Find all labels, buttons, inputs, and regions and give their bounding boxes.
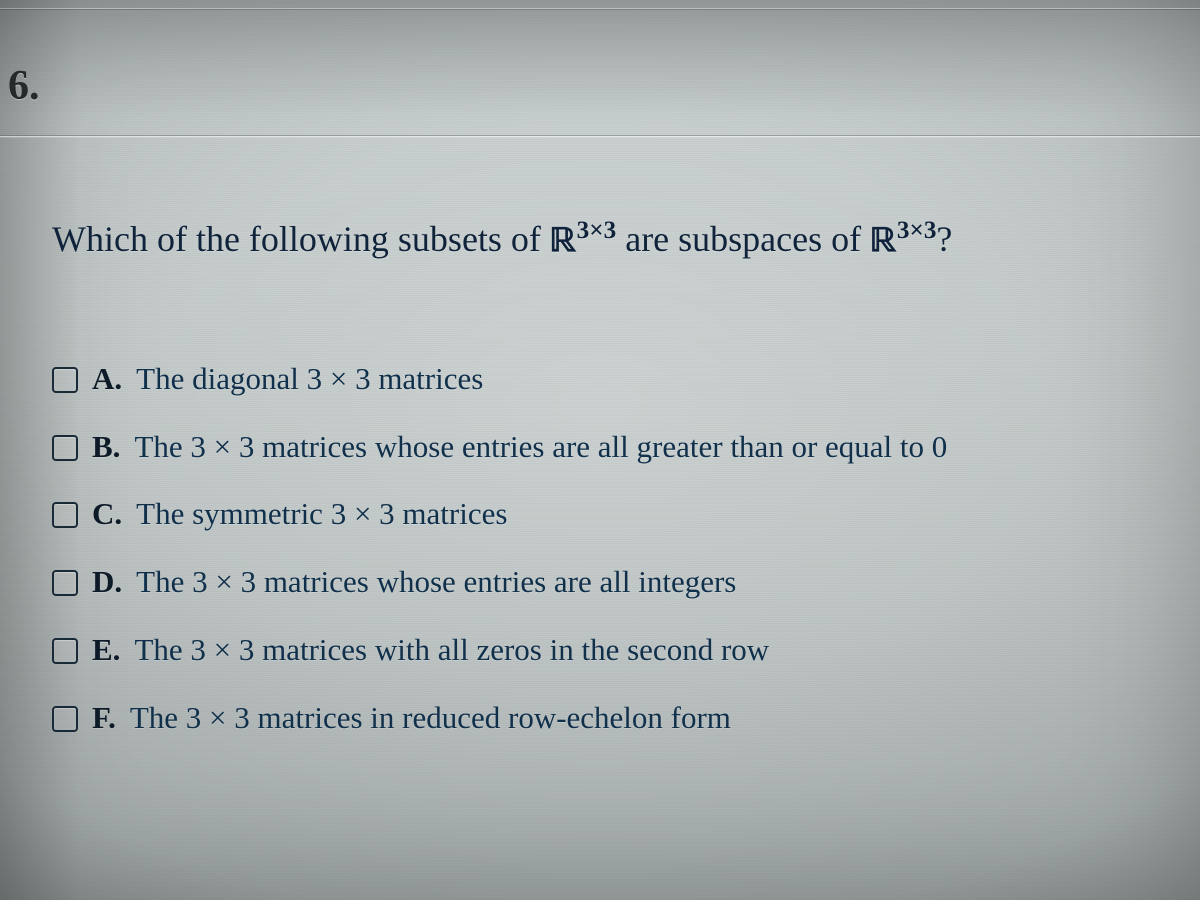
option-letter: C. [92,493,122,535]
options-list: A. The diagonal 3 × 3 matrices B. The 3 … [52,358,1160,739]
vignette-top [0,0,1200,120]
option-e[interactable]: E. The 3 × 3 matrices with all zeros in … [52,629,1160,671]
option-text: The diagonal 3 × 3 matrices [136,358,1160,400]
quiz-screen: 6. Which of the following subsets of ℝ3×… [0,0,1200,900]
option-letter: E. [92,629,120,671]
option-text: The 3 × 3 matrices with all zeros in the… [134,629,1160,671]
prompt-set2-base: ℝ [870,224,897,260]
window-top-edge [0,8,1200,9]
option-letter: B. [92,426,120,468]
question-area: Which of the following subsets of ℝ3×3 a… [52,215,1160,739]
option-c[interactable]: C. The symmetric 3 × 3 matrices [52,493,1160,535]
checkbox-icon[interactable] [52,638,78,664]
question-number: 6. [8,62,40,110]
option-text: The 3 × 3 matrices in reduced row-echelo… [130,697,1160,739]
checkbox-icon[interactable] [52,570,78,596]
prompt-set1-sup: 3×3 [577,217,617,244]
checkbox-icon[interactable] [52,706,78,732]
option-letter: F. [92,697,116,739]
prompt-pre: Which of the following subsets of [52,219,550,259]
checkbox-icon[interactable] [52,435,78,461]
question-prompt: Which of the following subsets of ℝ3×3 a… [52,215,1160,266]
option-letter: A. [92,358,122,400]
option-text: The 3 × 3 matrices whose entries are all… [136,561,1160,603]
prompt-post: ? [936,219,952,259]
question-divider [0,135,1200,138]
option-b[interactable]: B. The 3 × 3 matrices whose entries are … [52,426,1160,468]
prompt-set2-sup: 3×3 [897,217,937,244]
prompt-set1-base: ℝ [550,224,577,260]
option-letter: D. [92,561,122,603]
option-text: The symmetric 3 × 3 matrices [136,493,1160,535]
option-a[interactable]: A. The diagonal 3 × 3 matrices [52,358,1160,400]
option-d[interactable]: D. The 3 × 3 matrices whose entries are … [52,561,1160,603]
option-f[interactable]: F. The 3 × 3 matrices in reduced row-ech… [52,697,1160,739]
option-text: The 3 × 3 matrices whose entries are all… [134,426,1160,468]
prompt-mid: are subspaces of [616,219,870,259]
checkbox-icon[interactable] [52,367,78,393]
checkbox-icon[interactable] [52,502,78,528]
